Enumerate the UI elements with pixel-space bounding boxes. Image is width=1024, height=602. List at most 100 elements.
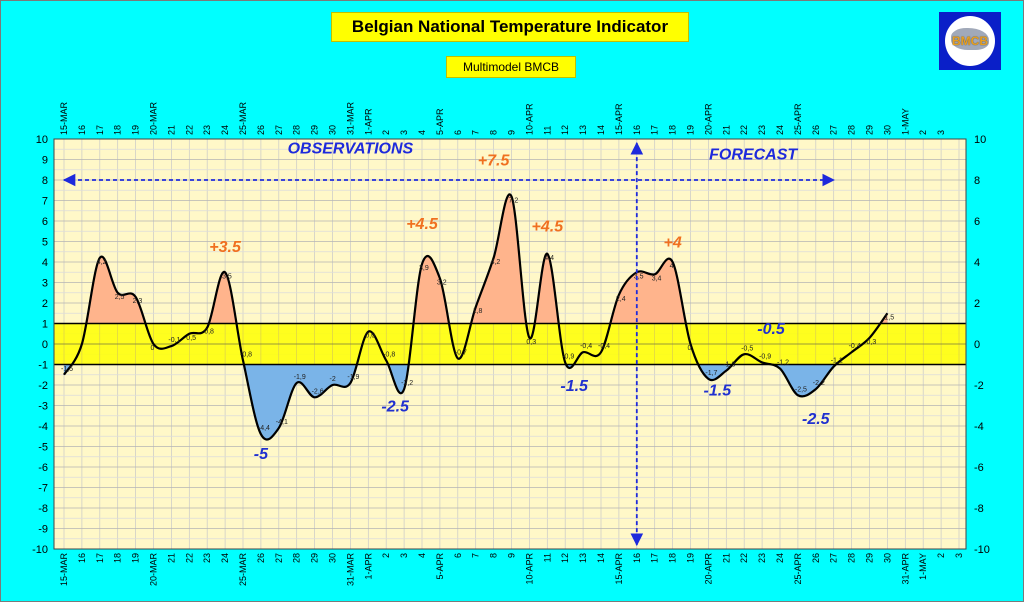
x-tick-bottom: 21 <box>721 553 731 563</box>
x-tick-bottom: 29 <box>865 553 875 563</box>
section-label: FORECAST <box>709 147 798 164</box>
x-tick-bottom: 2 <box>381 553 391 558</box>
x-tick-bottom: 25-MAR <box>238 553 248 587</box>
x-tick-top: 3 <box>399 130 409 135</box>
negative-area <box>64 364 888 440</box>
x-tick-top: 2 <box>381 130 391 135</box>
data-label: 4,2 <box>491 259 501 266</box>
plot-border <box>53 138 967 550</box>
data-label: 7,2 <box>509 197 519 204</box>
x-tick-top: 13 <box>578 125 588 135</box>
x-tick-bottom: 6 <box>453 553 463 558</box>
x-tick-top: 9 <box>507 130 517 135</box>
y-tick-left: -6 <box>38 462 48 474</box>
y-tick-right: -4 <box>974 421 984 433</box>
x-tick-top: 16 <box>77 125 87 135</box>
y-tick-left: 0 <box>42 339 48 351</box>
y-tick-left: 3 <box>42 278 48 290</box>
y-tick-right: -6 <box>974 462 984 474</box>
x-tick-top: 20-MAR <box>149 101 159 135</box>
data-label: -2,6 <box>312 388 324 395</box>
y-tick-right: 10 <box>974 134 986 146</box>
data-label: -1,1 <box>831 358 843 365</box>
x-tick-top: 19 <box>686 125 696 135</box>
x-tick-top: 6 <box>453 130 463 135</box>
data-label: -1,7 <box>705 370 717 377</box>
x-tick-top: 8 <box>489 130 499 135</box>
y-tick-right: -2 <box>974 380 984 392</box>
x-tick-top: 5-APR <box>435 108 445 135</box>
data-label: 1,5 <box>884 314 894 321</box>
x-tick-bottom: 28 <box>847 553 857 563</box>
x-tick-bottom: 20-MAR <box>149 553 159 587</box>
negative-anomaly-label: -2.5 <box>802 411 831 428</box>
chart-subtitle: Multimodel BMCB <box>446 56 576 78</box>
x-tick-top: 2 <box>918 130 928 135</box>
data-label: 0,8 <box>204 329 214 336</box>
x-tick-bottom: 8 <box>489 553 499 558</box>
data-label: 0,3 <box>526 339 536 346</box>
x-tick-top: 23 <box>757 125 767 135</box>
section-label: OBSERVATIONS <box>288 140 414 157</box>
chart-title: Belgian National Temperature Indicator <box>331 12 689 42</box>
x-tick-top: 21 <box>166 125 176 135</box>
data-label: -4,1 <box>276 419 288 426</box>
x-tick-top: 27 <box>274 125 284 135</box>
data-label: -2,2 <box>401 380 413 387</box>
y-tick-left: -7 <box>38 483 48 495</box>
x-tick-bottom: 25-APR <box>793 553 803 585</box>
negative-anomaly-label: -5 <box>254 446 269 463</box>
x-tick-bottom: 1-APR <box>363 553 373 580</box>
negative-anomaly-label: -0.5 <box>757 321 786 338</box>
x-tick-top: 10-APR <box>524 103 534 135</box>
data-label: 3,2 <box>437 279 447 286</box>
data-label: 2,4 <box>616 296 626 303</box>
data-label: -0,8 <box>240 351 252 358</box>
x-tick-bottom: 11 <box>542 553 552 562</box>
negative-anomaly-label: -2.5 <box>381 399 410 416</box>
x-tick-bottom: 30 <box>328 553 338 563</box>
y-tick-left: -3 <box>38 401 48 413</box>
y-tick-right: 8 <box>974 175 980 187</box>
y-tick-right: 0 <box>974 339 980 351</box>
y-tick-left: -10 <box>32 544 48 556</box>
x-tick-bottom: 22 <box>184 553 194 563</box>
x-tick-top: 29 <box>310 125 320 135</box>
x-tick-top: 17 <box>95 125 105 135</box>
x-tick-bottom: 14 <box>596 553 606 563</box>
x-tick-bottom: 18 <box>668 553 678 563</box>
x-tick-top: 21 <box>721 125 731 135</box>
x-tick-bottom: 28 <box>292 553 302 563</box>
data-label: -2 <box>330 376 336 383</box>
x-tick-top: 1-MAY <box>900 108 910 135</box>
x-tick-bottom: 16 <box>77 553 87 563</box>
y-tick-left: 5 <box>42 237 48 249</box>
y-tick-right: 2 <box>974 298 980 310</box>
x-tick-bottom: 23 <box>757 553 767 563</box>
data-label: -0,1 <box>168 337 180 344</box>
x-tick-top: 26 <box>256 125 266 135</box>
data-label: 1,8 <box>473 308 483 315</box>
x-tick-top: 12 <box>560 125 570 135</box>
x-tick-top: 29 <box>865 125 875 135</box>
data-label: -1,3 <box>723 362 735 369</box>
data-label: 2,5 <box>115 294 125 301</box>
y-tick-left: 9 <box>42 155 48 167</box>
x-tick-top: 18 <box>113 125 123 135</box>
x-tick-bottom: 4 <box>417 553 427 558</box>
x-tick-bottom: 27 <box>274 553 284 563</box>
positive-anomaly-label: +4 <box>663 235 681 252</box>
x-tick-top: 4 <box>417 130 427 135</box>
data-label: -0,7 <box>455 349 467 356</box>
x-tick-top: 22 <box>184 125 194 135</box>
x-tick-bottom: 22 <box>739 553 749 563</box>
x-tick-top: 1-APR <box>363 108 373 135</box>
data-label: -0,4 <box>849 343 861 350</box>
x-tick-bottom: 12 <box>560 553 570 563</box>
data-label: 3,4 <box>652 275 662 282</box>
y-tick-left: -9 <box>38 524 48 536</box>
data-label: -1,5 <box>61 366 73 373</box>
x-tick-top: 15-MAR <box>59 101 69 135</box>
y-tick-left: 6 <box>42 216 48 228</box>
data-label: 4,4 <box>544 255 554 262</box>
